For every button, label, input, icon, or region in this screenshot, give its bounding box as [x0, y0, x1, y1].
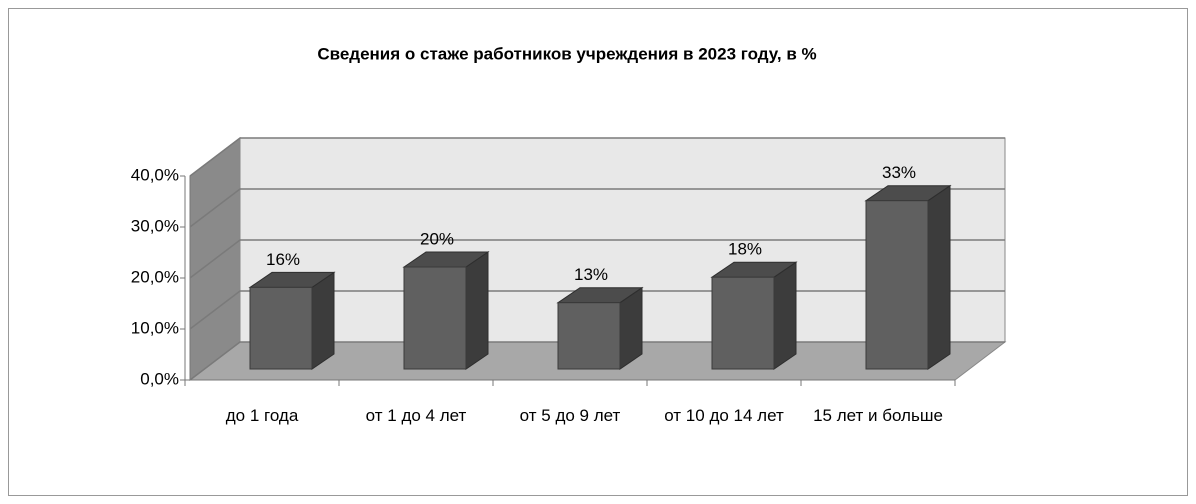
x-tick-label: 15 лет и больше	[813, 406, 943, 425]
x-tick-label: до 1 года	[225, 406, 299, 425]
bar-side	[465, 251, 489, 370]
x-tick-label: от 5 до 9 лет	[519, 406, 621, 425]
grid-line	[189, 137, 1005, 177]
bar	[403, 266, 467, 370]
y-tick-label: 30,0%	[131, 216, 179, 235]
data-label: 16%	[266, 250, 300, 269]
grid-line	[189, 188, 1005, 228]
bar-side	[773, 261, 797, 370]
bar	[249, 286, 313, 370]
x-tick-label: от 10 до 14 лет	[664, 406, 784, 425]
chart-title: Сведения о стаже работников учреждения в…	[317, 44, 816, 63]
grid-line	[189, 239, 1005, 279]
bar-side	[927, 184, 951, 370]
x-tick-label: от 1 до 4 лет	[365, 406, 467, 425]
y-tick-label: 10,0%	[131, 318, 179, 337]
y-tick-label: 20,0%	[131, 267, 179, 286]
bar	[711, 276, 775, 370]
bar	[865, 200, 929, 370]
data-label: 33%	[882, 163, 916, 182]
data-label: 18%	[728, 240, 762, 259]
data-label: 20%	[420, 229, 454, 248]
y-tick-label: 40,0%	[131, 165, 179, 184]
bar-side	[311, 271, 335, 370]
bar	[557, 302, 621, 370]
data-label: 13%	[574, 265, 608, 284]
y-tick-label: 0,0%	[140, 369, 179, 388]
